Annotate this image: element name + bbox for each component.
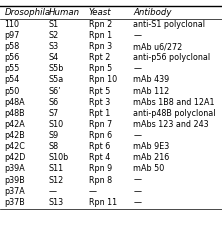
Text: anti-S1 polyclonal: anti-S1 polyclonal xyxy=(133,20,205,29)
Text: S1: S1 xyxy=(49,20,59,29)
Text: p37A: p37A xyxy=(4,187,25,196)
Text: p56: p56 xyxy=(4,53,20,62)
Text: p39A: p39A xyxy=(4,164,25,173)
Text: p48A: p48A xyxy=(4,98,25,107)
Text: p42B: p42B xyxy=(4,131,25,140)
Text: S2: S2 xyxy=(49,31,59,40)
Text: S13: S13 xyxy=(49,198,64,207)
Text: p55: p55 xyxy=(4,64,20,73)
Text: mAbs 1B8 and 12A1: mAbs 1B8 and 12A1 xyxy=(133,98,215,107)
Text: S6: S6 xyxy=(49,98,59,107)
Text: p48B: p48B xyxy=(4,109,25,118)
Text: p97: p97 xyxy=(4,31,20,40)
Text: S7: S7 xyxy=(49,109,59,118)
Text: —: — xyxy=(133,64,141,73)
Text: Human: Human xyxy=(49,8,80,17)
Text: S6’: S6’ xyxy=(49,86,61,96)
Text: Rpt 6: Rpt 6 xyxy=(89,142,110,151)
Text: S11: S11 xyxy=(49,164,64,173)
Text: p37B: p37B xyxy=(4,198,25,207)
Text: Rpt 1: Rpt 1 xyxy=(89,109,110,118)
Text: —: — xyxy=(133,187,141,196)
Text: Rpn 1: Rpn 1 xyxy=(89,31,112,40)
Text: p58: p58 xyxy=(4,42,20,51)
Text: Rpn 8: Rpn 8 xyxy=(89,175,112,185)
Text: —: — xyxy=(133,175,141,185)
Text: S10b: S10b xyxy=(49,153,69,162)
Text: Rpn 11: Rpn 11 xyxy=(89,198,117,207)
Text: p54: p54 xyxy=(4,75,20,84)
Text: mAb 216: mAb 216 xyxy=(133,153,169,162)
Text: mAb u6/272: mAb u6/272 xyxy=(133,42,182,51)
Text: S12: S12 xyxy=(49,175,64,185)
Text: anti-p48B polyclonal: anti-p48B polyclonal xyxy=(133,109,216,118)
Text: —: — xyxy=(49,187,57,196)
Text: Rpt 3: Rpt 3 xyxy=(89,98,110,107)
Text: Rpn 3: Rpn 3 xyxy=(89,42,112,51)
Text: mAb 439: mAb 439 xyxy=(133,75,169,84)
Text: Rpt 4: Rpt 4 xyxy=(89,153,110,162)
Text: Rpt 5: Rpt 5 xyxy=(89,86,110,96)
Text: Rpt 2: Rpt 2 xyxy=(89,53,110,62)
Text: S5a: S5a xyxy=(49,75,64,84)
Text: Rpn 2: Rpn 2 xyxy=(89,20,112,29)
Text: —: — xyxy=(133,131,141,140)
Text: —: — xyxy=(133,198,141,207)
Text: Antibody: Antibody xyxy=(133,8,172,17)
Text: S8: S8 xyxy=(49,142,59,151)
Text: S4: S4 xyxy=(49,53,59,62)
Text: Rpn 10: Rpn 10 xyxy=(89,75,117,84)
Text: mAb 112: mAb 112 xyxy=(133,86,169,96)
Text: S10: S10 xyxy=(49,120,64,129)
Text: mAb 50: mAb 50 xyxy=(133,164,165,173)
Text: —: — xyxy=(89,187,97,196)
Text: S3: S3 xyxy=(49,42,59,51)
Text: S9: S9 xyxy=(49,131,59,140)
Text: p42C: p42C xyxy=(4,142,25,151)
Text: S5b: S5b xyxy=(49,64,64,73)
Text: —: — xyxy=(133,31,141,40)
Text: 110: 110 xyxy=(4,20,20,29)
Text: Rpn 5: Rpn 5 xyxy=(89,64,112,73)
Text: Yeast: Yeast xyxy=(89,8,111,17)
Text: p42D: p42D xyxy=(4,153,26,162)
Text: p39B: p39B xyxy=(4,175,25,185)
Text: Drosophila: Drosophila xyxy=(4,8,51,17)
Text: Rpn 7: Rpn 7 xyxy=(89,120,112,129)
Text: p50: p50 xyxy=(4,86,20,96)
Text: mAb 9E3: mAb 9E3 xyxy=(133,142,169,151)
Text: Rpn 6: Rpn 6 xyxy=(89,131,112,140)
Text: mAbs 123 and 243: mAbs 123 and 243 xyxy=(133,120,209,129)
Text: p42A: p42A xyxy=(4,120,25,129)
Text: anti-p56 polyclonal: anti-p56 polyclonal xyxy=(133,53,210,62)
Text: Rpn 9: Rpn 9 xyxy=(89,164,112,173)
